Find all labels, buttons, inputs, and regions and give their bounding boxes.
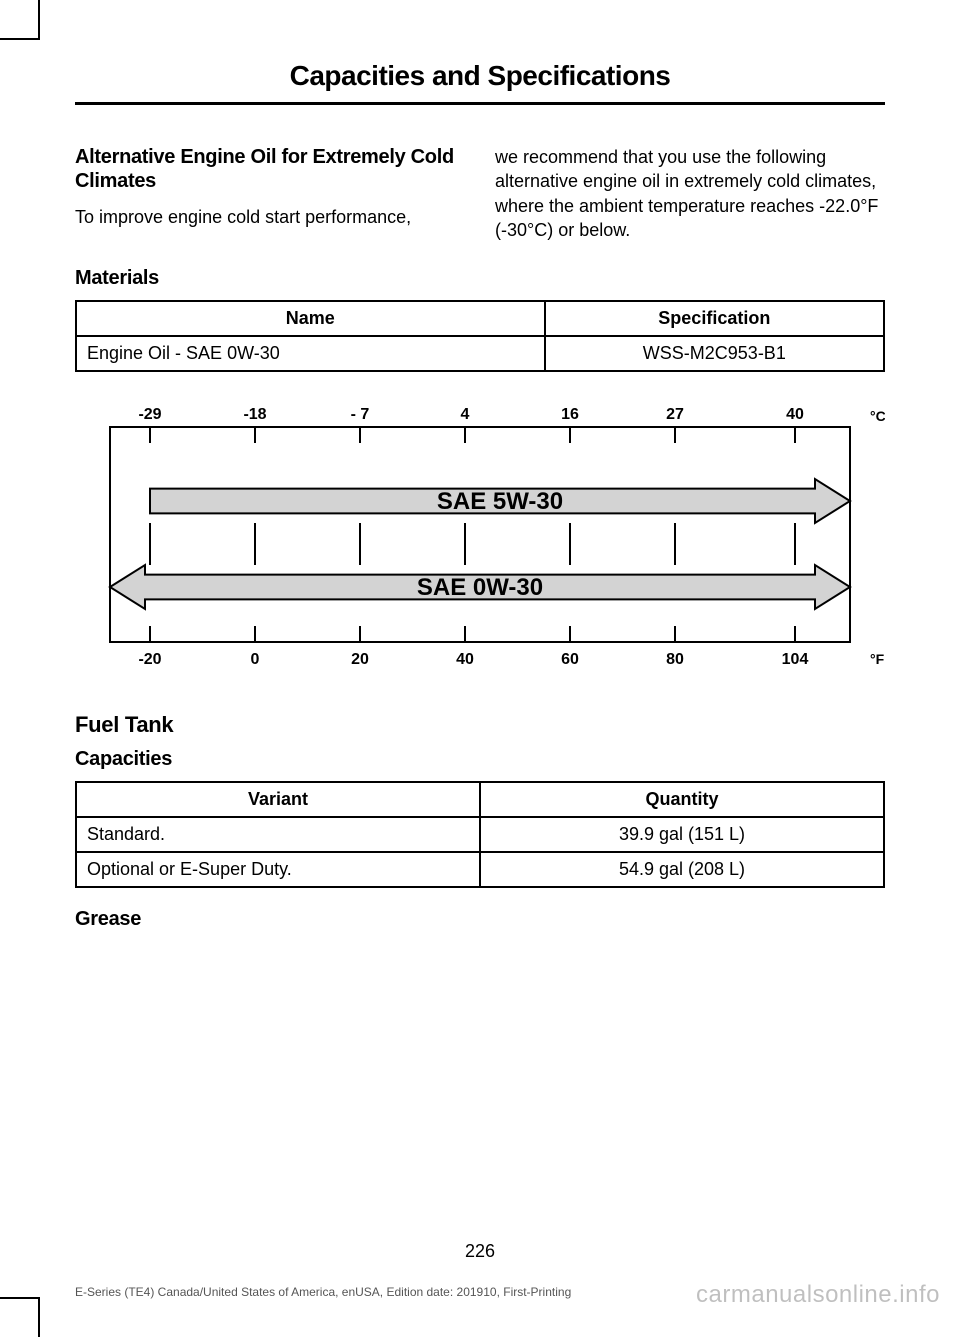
svg-text:0: 0 [251, 651, 260, 668]
intro-columns: Alternative Engine Oil for Extremely Col… [75, 145, 885, 242]
chapter-title: Capacities and Specifications [75, 60, 885, 105]
alt-oil-left-text: To improve engine cold start performance… [75, 205, 465, 229]
materials-heading: Materials [75, 267, 885, 290]
svg-text:-18: -18 [243, 406, 266, 423]
materials-row-spec: WSS-M2C953-B1 [545, 336, 884, 371]
oil-temp-chart-svg: -29 -18 - 7 4 16 27 40 °C -20 0 20 40 60 80 104 °F SAE 5… [75, 397, 885, 677]
svg-text:20: 20 [351, 651, 369, 668]
svg-text:SAE 5W-30: SAE 5W-30 [437, 488, 563, 515]
materials-col-spec: Specification [545, 301, 884, 336]
materials-col-name: Name [76, 301, 545, 336]
fuel-col-variant: Variant [76, 782, 480, 817]
materials-row-name: Engine Oil - SAE 0W-30 [76, 336, 545, 371]
crop-mark [0, 1297, 40, 1337]
svg-text:-29: -29 [138, 406, 161, 423]
capacities-heading: Capacities [75, 748, 885, 771]
watermark: carmanualsonline.info [696, 1281, 940, 1309]
svg-text:40: 40 [786, 406, 804, 423]
svg-text:80: 80 [666, 651, 684, 668]
fuel-row1-variant: Standard. [76, 817, 480, 852]
fuel-col-qty: Quantity [480, 782, 884, 817]
svg-text:°F: °F [870, 651, 885, 667]
svg-text:- 7: - 7 [351, 406, 370, 423]
right-col: we recommend that you use the following … [495, 145, 885, 242]
svg-text:-20: -20 [138, 651, 161, 668]
fuel-tank-heading: Fuel Tank [75, 712, 885, 738]
svg-text:SAE 0W-30: SAE 0W-30 [417, 574, 543, 601]
svg-text:°C: °C [870, 408, 885, 424]
fuel-row1-qty: 39.9 gal (151 L) [480, 817, 884, 852]
fuel-tank-table: Variant Quantity Standard. 39.9 gal (151… [75, 781, 885, 888]
page-number: 226 [75, 1241, 885, 1262]
svg-text:4: 4 [461, 406, 470, 423]
fuel-row2-variant: Optional or E-Super Duty. [76, 852, 480, 887]
grease-heading: Grease [75, 908, 885, 931]
alt-oil-heading: Alternative Engine Oil for Extremely Col… [75, 145, 465, 193]
svg-text:16: 16 [561, 406, 579, 423]
crop-mark [0, 0, 40, 40]
fuel-row2-qty: 54.9 gal (208 L) [480, 852, 884, 887]
materials-table: Name Specification Engine Oil - SAE 0W-3… [75, 300, 885, 372]
svg-text:27: 27 [666, 406, 684, 423]
svg-text:40: 40 [456, 651, 474, 668]
page-content: Capacities and Specifications Alternativ… [0, 0, 960, 1262]
oil-temp-chart: -29 -18 - 7 4 16 27 40 °C -20 0 20 40 60 80 104 °F SAE 5… [75, 397, 885, 682]
svg-text:60: 60 [561, 651, 579, 668]
svg-text:104: 104 [782, 651, 809, 668]
footer-text: E-Series (TE4) Canada/United States of A… [75, 1285, 571, 1299]
alt-oil-right-text: we recommend that you use the following … [495, 145, 885, 242]
left-col: Alternative Engine Oil for Extremely Col… [75, 145, 465, 242]
